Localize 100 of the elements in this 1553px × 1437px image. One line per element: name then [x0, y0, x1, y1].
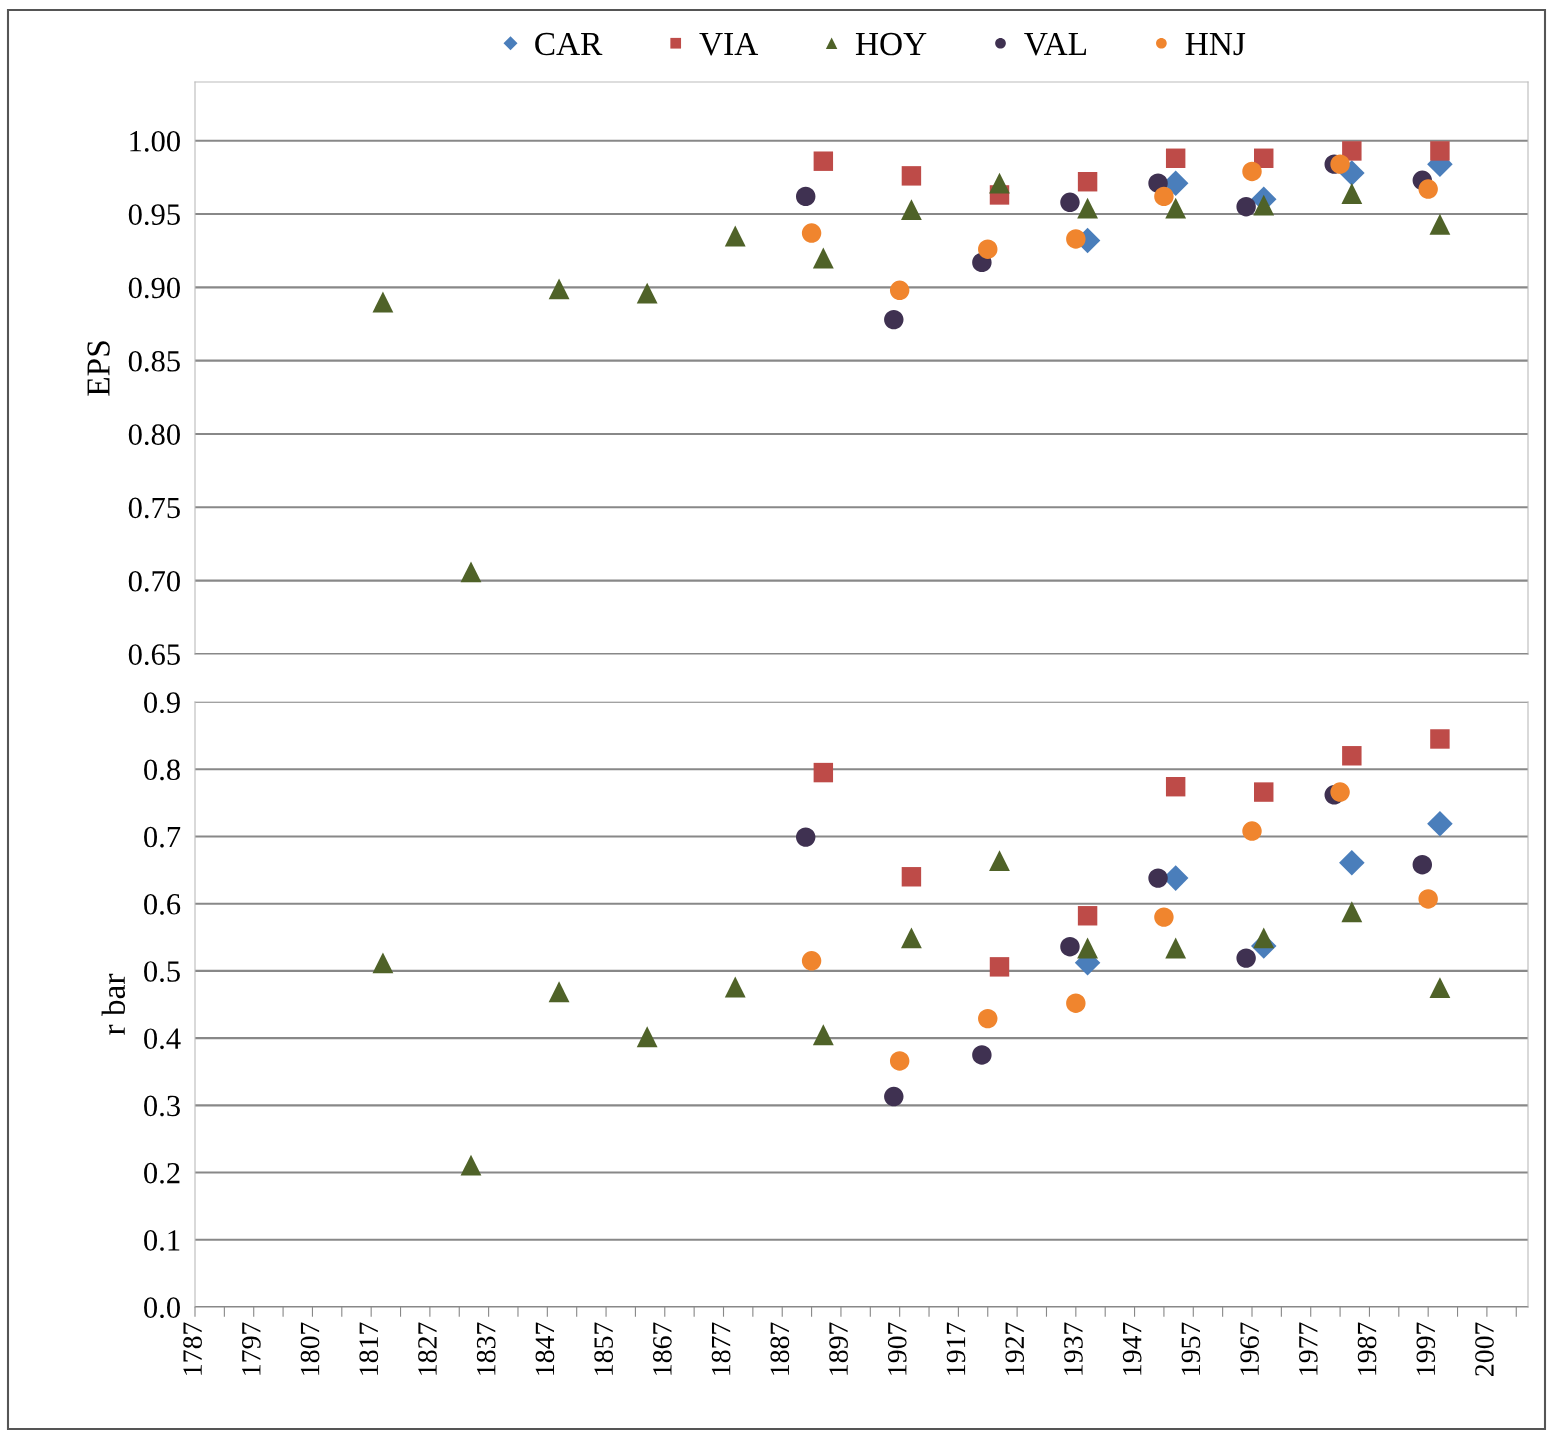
x-tick-label: 1957 — [1181, 1322, 1201, 1375]
point — [1341, 901, 1363, 923]
x-tick-label: 1867 — [652, 1322, 672, 1375]
x-tick-label: 1807 — [300, 1322, 320, 1375]
x-tick-label: 1977 — [1299, 1322, 1318, 1375]
x-tick-label: 1887 — [770, 1322, 790, 1375]
point — [989, 172, 1010, 194]
y-tick-label: 0.6 — [144, 893, 181, 915]
point — [972, 1045, 992, 1065]
point — [1242, 821, 1262, 841]
point — [989, 850, 1010, 872]
point — [1330, 782, 1350, 802]
point — [1418, 179, 1438, 199]
point — [1341, 183, 1363, 204]
legend-label: HNJ — [1185, 33, 1246, 56]
x-tick-label: 1897 — [829, 1322, 848, 1375]
point — [884, 1086, 904, 1107]
point — [548, 278, 570, 300]
y-tick-label: 0.7 — [144, 826, 181, 848]
point — [884, 309, 904, 330]
point — [889, 280, 910, 300]
y-tick-label: 0.70 — [128, 570, 180, 592]
x-tick-label: 1967 — [1240, 1322, 1259, 1375]
point — [636, 1026, 658, 1048]
point — [1339, 849, 1365, 876]
x-tick-label: 1837 — [476, 1322, 496, 1375]
point — [1430, 729, 1450, 749]
point — [812, 247, 834, 269]
point — [724, 225, 746, 247]
x-tick-label: 1827 — [418, 1322, 437, 1375]
point — [1342, 746, 1362, 766]
point — [1342, 141, 1362, 161]
legend-label: CAR — [535, 32, 603, 56]
y-tick-label: 0.5 — [144, 961, 180, 982]
y-tick-label: 0.80 — [128, 424, 180, 446]
x-tick-label: 1927 — [1005, 1322, 1025, 1375]
point — [1148, 868, 1168, 888]
point — [1060, 192, 1080, 212]
y-tick-label: 0.0 — [144, 1297, 180, 1319]
y-tick-label: 0.9 — [144, 692, 180, 714]
y-tick-label: 0.65 — [128, 644, 180, 666]
point — [1077, 172, 1098, 192]
point — [795, 827, 816, 847]
point — [1330, 154, 1350, 174]
x-tick-label: 1787 — [183, 1322, 202, 1375]
point — [812, 1024, 834, 1046]
legend-label: VAL — [1024, 32, 1087, 56]
point — [724, 976, 746, 998]
y-axis-title: r bar — [101, 973, 126, 1035]
point — [1242, 161, 1262, 182]
x-tick-label: 1987 — [1357, 1322, 1377, 1375]
point — [801, 951, 822, 971]
point — [1066, 229, 1086, 249]
point — [1077, 197, 1098, 219]
y-tick-label: 0.2 — [144, 1162, 180, 1184]
point — [978, 1008, 998, 1029]
y-tick-label: 0.1 — [144, 1230, 180, 1251]
point — [813, 151, 834, 171]
x-tick-label: 1937 — [1064, 1322, 1083, 1375]
point — [1253, 927, 1275, 949]
point — [1154, 186, 1174, 207]
x-tick-label: 1817 — [359, 1322, 379, 1375]
y-axis-title: EPS — [87, 341, 110, 396]
point — [1430, 141, 1450, 161]
y-tick-label: 0.95 — [128, 204, 180, 226]
point — [1154, 907, 1174, 927]
legend-label: HOY — [855, 32, 927, 56]
y-tick-label: 0.4 — [144, 1028, 181, 1050]
point — [1236, 948, 1256, 968]
point — [901, 199, 922, 221]
x-tick-label: 1877 — [711, 1322, 731, 1375]
x-tick-label: 1857 — [594, 1322, 614, 1375]
y-tick-label: 0.90 — [128, 277, 180, 299]
point — [548, 981, 570, 1003]
point — [636, 282, 658, 304]
x-tick-label: 2007 — [1475, 1322, 1494, 1376]
x-tick-label: 1907 — [887, 1322, 907, 1375]
point — [460, 1154, 482, 1176]
point — [1429, 977, 1451, 999]
x-tick-label: 1797 — [242, 1322, 261, 1375]
point — [372, 291, 394, 313]
point — [901, 166, 922, 186]
x-tick-label: 1997 — [1416, 1322, 1436, 1375]
y-tick-label: 0.8 — [144, 759, 180, 781]
legend-label: VIA — [699, 32, 759, 56]
point — [889, 1051, 910, 1071]
y-tick-label: 1.00 — [130, 130, 180, 152]
point — [901, 867, 922, 887]
point — [1165, 148, 1186, 168]
point — [978, 239, 998, 259]
point — [795, 186, 816, 207]
point — [813, 762, 834, 783]
point — [460, 561, 482, 583]
point — [372, 952, 394, 974]
x-tick-label: 1847 — [535, 1322, 555, 1375]
x-tick-label: 1917 — [946, 1322, 966, 1375]
point — [1165, 776, 1186, 797]
point — [1429, 213, 1451, 235]
x-tick-label: 1947 — [1122, 1322, 1142, 1375]
point — [801, 223, 822, 243]
